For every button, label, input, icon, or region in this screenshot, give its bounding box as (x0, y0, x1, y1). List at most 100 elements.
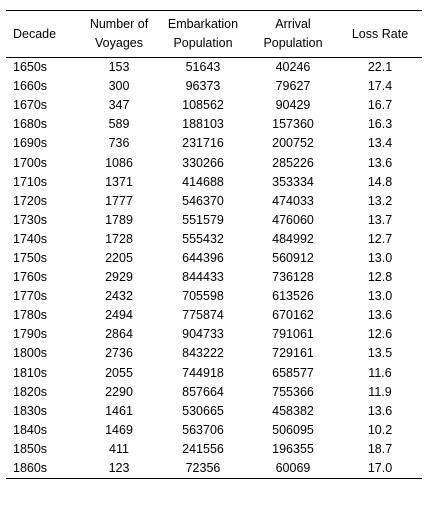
embarkation-cell: 555432 (182, 231, 224, 246)
arrival-cell: 60069 (248, 458, 338, 480)
voyages-cell: 2864 (105, 327, 133, 342)
arrival-cell: 755366 (272, 384, 314, 399)
voyages-cell: 2205 (105, 250, 133, 265)
embarkation-cell: 546370 (182, 193, 224, 208)
arrival-cell: 736128 (272, 270, 314, 285)
embarkation-cell: 530665 (182, 403, 224, 418)
table-body: 1650s 153 51643 40246 22.1 1660s 300 96373 79627… (6, 58, 422, 480)
voyages-cell: 1461 (105, 403, 133, 418)
header-voyages-line-2: Voyages (95, 36, 143, 50)
loss-rate-cell: 16.7 (367, 98, 393, 113)
voyages-cell: 1777 (105, 193, 133, 208)
decade-cell: 1700s (13, 155, 48, 170)
embarkation-cell: 904733 (182, 327, 224, 342)
loss-rate-cell: 17.0 (338, 458, 422, 480)
decade-cell: 1810s (13, 365, 48, 380)
decade-cell: 1840s (13, 422, 48, 437)
arrival-cell: 157360 (272, 117, 314, 132)
loss-rate-cell: 13.6 (367, 308, 393, 323)
embarkation-cell: 844433 (182, 270, 224, 285)
header-decade-line: Decade (13, 26, 57, 41)
decade-cell: 1830s (13, 403, 48, 418)
table-row: 1800s 2736 843222 729161 13.5 (6, 344, 422, 363)
table-row: 1750s 2205 644396 560912 13.0 (6, 249, 422, 268)
loss-rate-cell: 13.6 (367, 403, 393, 418)
loss-rate-cell: 13.0 (367, 289, 393, 304)
header-loss-rate: Loss Rate (338, 10, 422, 58)
arrival-cell: 79627 (275, 79, 311, 94)
embarkation-cell: 188103 (182, 117, 224, 132)
loss-rate-cell: 17.4 (367, 79, 393, 94)
arrival-cell: 613526 (272, 289, 314, 304)
table-row: 1790s 2864 904733 791061 12.6 (6, 325, 422, 344)
loss-rate-cell: 22.1 (367, 60, 393, 75)
header-row: Decade Number of Voyages Embarkation Pop… (6, 10, 422, 58)
table-row: 1680s 589 188103 157360 16.3 (6, 115, 422, 134)
table-row: 1650s 153 51643 40246 22.1 (6, 58, 422, 78)
arrival-cell: 285226 (272, 155, 314, 170)
table-row: 1700s 1086 330266 285226 13.6 (6, 153, 422, 172)
header-voyages-line-1: Number of (89, 17, 149, 31)
decade-cell: 1790s (13, 327, 48, 342)
voyages-cell: 153 (108, 60, 130, 75)
table-row: 1730s 1789 551579 476060 13.7 (6, 211, 422, 230)
decade-cell: 1800s (13, 346, 48, 361)
arrival-cell: 476060 (272, 212, 314, 227)
table-row: 1840s 1469 563706 506095 10.2 (6, 421, 422, 440)
header-embarkation-line-1: Embarkation (167, 17, 239, 31)
embarkation-cell: 857664 (182, 384, 224, 399)
arrival-cell: 40246 (275, 60, 311, 75)
table-row: 1860s 123 72356 60069 17.0 (6, 458, 422, 480)
voyages-cell: 2290 (105, 384, 133, 399)
loss-rate-cell: 12.8 (367, 270, 393, 285)
loss-rate-cell: 11.9 (368, 384, 392, 399)
table-row: 1740s 1728 555432 484992 12.7 (6, 230, 422, 249)
voyages-cell: 1086 (105, 155, 133, 170)
decade-cell: 1660s (13, 79, 48, 94)
loss-rate-cell: 13.5 (367, 346, 393, 361)
voyages-cell: 300 (108, 79, 130, 94)
loss-rate-cell: 14.8 (367, 174, 393, 189)
arrival-cell: 729161 (272, 346, 314, 361)
decade-cell: 1780s (13, 308, 48, 323)
arrival-cell: 506095 (272, 422, 314, 437)
decade-cell: 1850s (13, 441, 48, 456)
arrival-cell: 484992 (272, 231, 314, 246)
loss-rate-cell: 13.2 (367, 193, 393, 208)
voyages-cell: 2494 (105, 308, 133, 323)
voyages-cell: 1789 (105, 212, 133, 227)
header-embarkation-line-2: Population (173, 36, 233, 50)
arrival-cell: 458382 (272, 403, 314, 418)
embarkation-cell: 241556 (182, 441, 224, 456)
voyages-cell: 2055 (105, 365, 133, 380)
loss-rate-cell: 12.6 (367, 327, 393, 342)
decade-cell: 1720s (13, 193, 48, 208)
loss-rate-cell: 13.6 (367, 155, 393, 170)
table-row: 1690s 736 231716 200752 13.4 (6, 134, 422, 153)
voyages-cell: 1371 (105, 174, 133, 189)
decade-cell: 1770s (13, 289, 48, 304)
embarkation-cell: 775874 (182, 308, 224, 323)
decade-cell: 1730s (13, 212, 48, 227)
decade-cell: 1710s (13, 174, 48, 189)
voyages-cell: 589 (108, 117, 130, 132)
decade-cell: 1750s (13, 250, 48, 265)
embarkation-cell: 551579 (182, 212, 224, 227)
table-row: 1850s 411 241556 196355 18.7 (6, 440, 422, 459)
embarkation-cell: 414688 (182, 174, 224, 189)
table-row: 1820s 2290 857664 755366 11.9 (6, 383, 422, 402)
table-header: Decade Number of Voyages Embarkation Pop… (6, 10, 422, 58)
table-row: 1720s 1777 546370 474033 13.2 (6, 192, 422, 211)
arrival-cell: 474033 (272, 193, 314, 208)
loss-rate-cell: 10.2 (367, 422, 393, 437)
voyages-cell: 1469 (105, 422, 133, 437)
arrival-cell: 196355 (272, 441, 314, 456)
table-row: 1770s 2432 705598 613526 13.0 (6, 287, 422, 306)
voyages-cell: 2736 (105, 346, 133, 361)
table-row: 1670s 347 108562 90429 16.7 (6, 96, 422, 115)
decade-cell: 1670s (13, 98, 48, 113)
table-row: 1710s 1371 414688 353334 14.8 (6, 173, 422, 192)
embarkation-cell: 51643 (185, 60, 221, 75)
data-table-container: Decade Number of Voyages Embarkation Pop… (6, 10, 422, 480)
loss-rate-cell: 16.3 (367, 117, 393, 132)
